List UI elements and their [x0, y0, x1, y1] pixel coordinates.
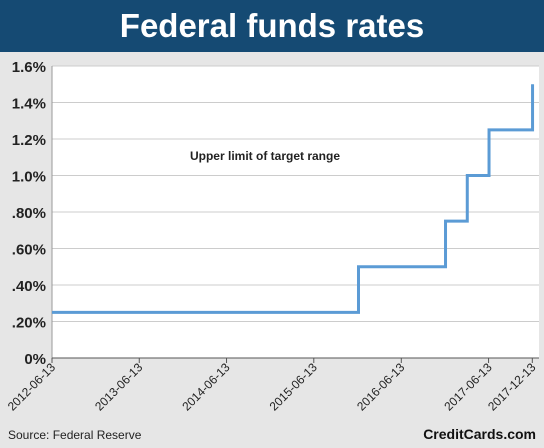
- header-banner: Federal funds rates: [0, 0, 544, 52]
- page-title: Federal funds rates: [119, 7, 425, 44]
- y-tick-label: 1.6%: [12, 59, 46, 76]
- x-tick-label: 2014-06-13: [179, 360, 233, 414]
- x-tick-label: 2012-06-13: [5, 360, 59, 414]
- x-tick-label: 2015-06-13: [267, 360, 321, 414]
- source-note: Source: Federal Reserve: [8, 428, 142, 442]
- y-tick-label: 0%: [24, 351, 46, 368]
- annotation-label: Upper limit of target range: [190, 149, 340, 163]
- y-tick-label: .40%: [12, 278, 46, 295]
- brand-logo: CreditCards.com: [423, 426, 536, 442]
- y-tick-label: .60%: [12, 242, 46, 259]
- y-tick-label: 1.2%: [12, 132, 46, 149]
- series-layer: [51, 84, 535, 314]
- x-tick-label: 2017-12-13: [485, 360, 539, 414]
- y-tick-label: 1.0%: [12, 169, 46, 186]
- x-tick-label: 2013-06-13: [92, 360, 146, 414]
- chart: 0% .20% .40% .60% .80% 1.0% 1.2% 1.4% 1.6% 2012-…: [5, 59, 539, 414]
- y-axis: 0% .20% .40% .60% .80% 1.0% 1.2% 1.4% 1.6%: [12, 59, 46, 368]
- series-line: [52, 84, 535, 314]
- y-tick-label: .80%: [12, 205, 46, 222]
- y-tick-label: .20%: [12, 315, 46, 332]
- x-tick-label: 2016-06-13: [354, 360, 408, 414]
- y-tick-label: 1.4%: [12, 96, 46, 113]
